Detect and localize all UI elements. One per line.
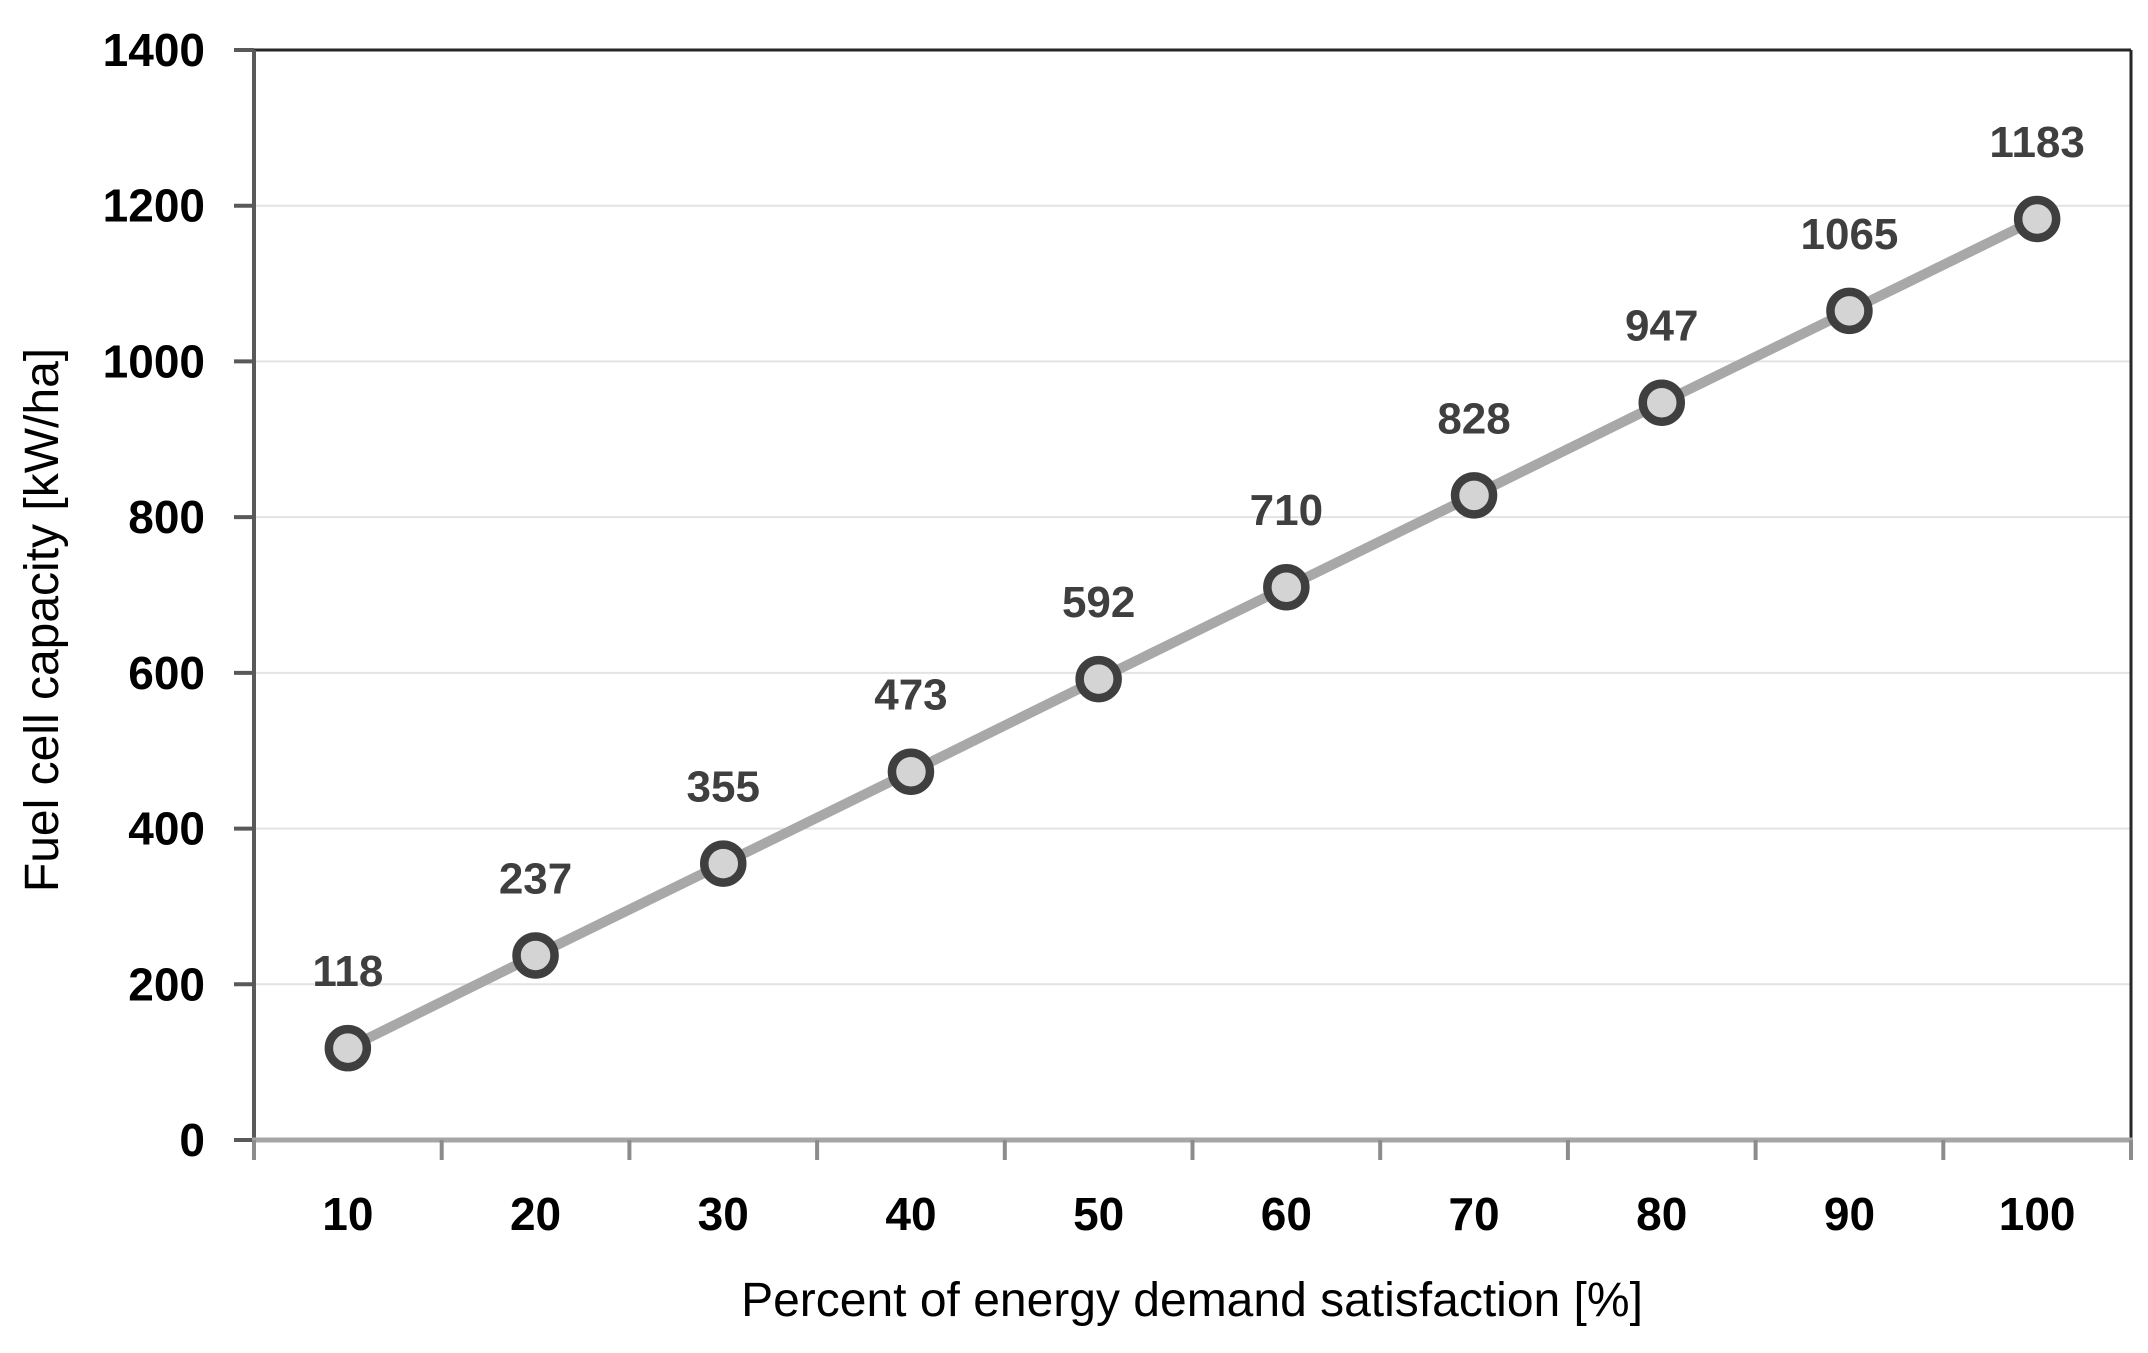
data-point-marker bbox=[887, 748, 935, 795]
x-tick-label: 60 bbox=[1261, 1188, 1312, 1240]
data-label: 473 bbox=[874, 671, 947, 720]
data-point-marker bbox=[324, 1024, 372, 1072]
data-label: 1065 bbox=[1801, 210, 1899, 259]
y-tick-label: 0 bbox=[179, 1114, 205, 1166]
y-tick-label: 800 bbox=[128, 491, 205, 543]
data-label: 355 bbox=[687, 763, 760, 812]
x-tick-label: 30 bbox=[698, 1188, 749, 1240]
x-tick-label: 100 bbox=[1999, 1188, 2076, 1240]
y-tick-label: 1200 bbox=[103, 180, 205, 232]
data-point-marker bbox=[1638, 379, 1685, 426]
x-tick-label: 50 bbox=[1073, 1188, 1124, 1240]
data-point-marker bbox=[1826, 287, 1873, 335]
x-tick-label: 10 bbox=[322, 1188, 373, 1240]
data-label: 237 bbox=[499, 854, 572, 903]
data-label: 118 bbox=[312, 947, 383, 996]
data-point-marker bbox=[1450, 472, 1498, 519]
y-tick-label: 1000 bbox=[103, 335, 205, 387]
x-tick-label: 90 bbox=[1824, 1188, 1875, 1240]
data-point-marker bbox=[512, 932, 559, 979]
y-tick-label: 200 bbox=[128, 958, 205, 1010]
y-axis-title: Fuel cell capacity [kW/ha] bbox=[16, 348, 69, 892]
data-point-marker bbox=[700, 840, 747, 887]
data-point-marker bbox=[1075, 655, 1122, 703]
data-label: 947 bbox=[1625, 302, 1698, 351]
x-axis-title: Percent of energy demand satisfaction [%… bbox=[741, 1274, 1643, 1327]
data-label: 710 bbox=[1250, 486, 1323, 535]
x-tick-label: 40 bbox=[885, 1188, 936, 1240]
y-tick-label: 600 bbox=[128, 647, 205, 699]
data-label: 828 bbox=[1437, 394, 1510, 443]
y-tick-label: 400 bbox=[128, 803, 205, 855]
data-label: 592 bbox=[1062, 578, 1135, 627]
data-label: 1183 bbox=[1989, 118, 2084, 167]
x-tick-label: 20 bbox=[510, 1188, 561, 1240]
data-point-marker bbox=[1263, 563, 1310, 611]
data-point-marker bbox=[2013, 195, 2061, 243]
x-tick-label: 70 bbox=[1448, 1188, 1499, 1240]
series-line bbox=[342, 213, 2043, 1054]
chart-plot-area: 118 237 355 473 592 710 828 947 1065 1183 0 200 400 6… bbox=[103, 24, 2133, 1240]
x-tick-label: 80 bbox=[1636, 1188, 1687, 1240]
y-tick-label: 1400 bbox=[103, 24, 205, 76]
